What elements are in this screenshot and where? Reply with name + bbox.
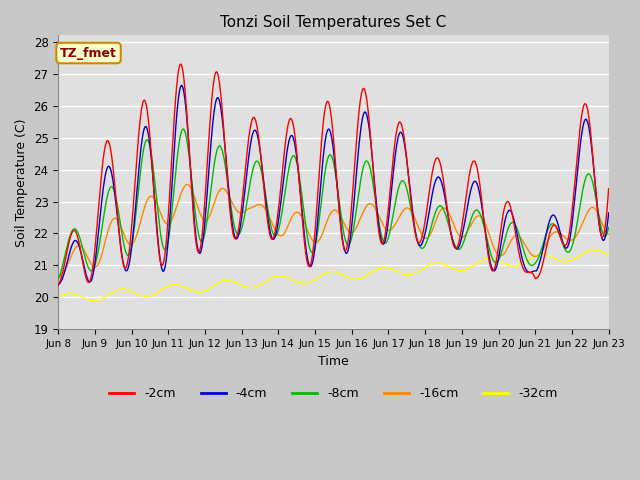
- X-axis label: Time: Time: [318, 355, 349, 368]
- Y-axis label: Soil Temperature (C): Soil Temperature (C): [15, 118, 28, 247]
- Legend: -2cm, -4cm, -8cm, -16cm, -32cm: -2cm, -4cm, -8cm, -16cm, -32cm: [104, 383, 563, 406]
- Text: TZ_fmet: TZ_fmet: [60, 47, 117, 60]
- Title: Tonzi Soil Temperatures Set C: Tonzi Soil Temperatures Set C: [220, 15, 447, 30]
